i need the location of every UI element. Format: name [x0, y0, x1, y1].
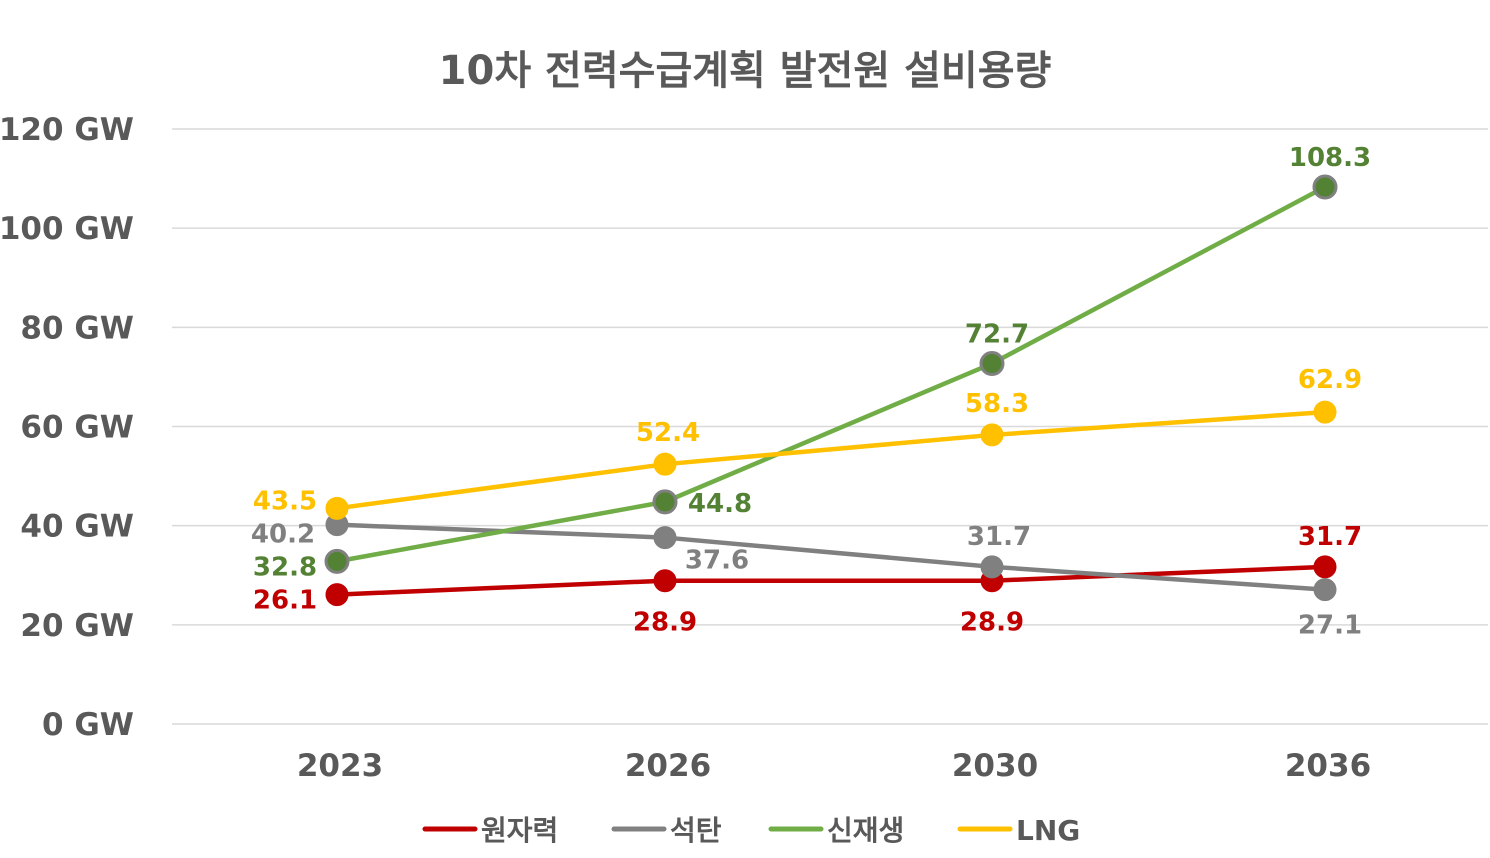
data-point: [980, 423, 1004, 447]
data-label: 43.5: [253, 486, 317, 516]
data-label: 72.7: [965, 320, 1029, 350]
y-tick-label: 120 GW: [0, 112, 134, 148]
data-point: [980, 555, 1004, 579]
x-tick-label: 2030: [952, 748, 1038, 784]
legend: 원자력 석탄 신재생 LNG: [422, 814, 1080, 847]
data-point: [652, 489, 678, 515]
data-label: 27.1: [1298, 611, 1362, 641]
series-line: [334, 409, 1328, 511]
data-label: 26.1: [253, 586, 317, 616]
data-label: 31.7: [967, 522, 1031, 552]
gridlines: [172, 128, 1488, 725]
legend-label: LNG: [1016, 814, 1080, 847]
x-axis-ticks: 2023 2026 2030 2036: [297, 748, 1371, 784]
data-point: [653, 452, 677, 476]
series-line: [334, 564, 1328, 597]
series-lines: [334, 184, 1328, 597]
data-label: 31.7: [1298, 522, 1362, 552]
data-point: [325, 583, 349, 607]
data-point: [1313, 578, 1337, 602]
legend-label: 신재생: [827, 814, 904, 847]
data-label: 108.3: [1289, 143, 1371, 173]
y-tick-label: 80 GW: [20, 310, 134, 346]
y-tick-label: 20 GW: [20, 608, 134, 644]
legend-label: 원자력: [481, 814, 558, 847]
data-point: [653, 569, 677, 593]
data-point: [1312, 174, 1338, 200]
data-label: 62.9: [1298, 365, 1362, 395]
legend-label: 석탄: [670, 814, 722, 847]
series-line: [334, 184, 1328, 564]
data-label: 28.9: [960, 608, 1024, 638]
data-point: [653, 526, 677, 550]
data-labels: 26.1 28.9 28.9 31.7 40.2 37.6 31.7 27.1 32.8 44.8…: [251, 143, 1371, 641]
data-label: 37.6: [685, 546, 749, 576]
data-point: [1313, 400, 1337, 424]
x-tick-label: 2026: [625, 748, 711, 784]
data-point: [1313, 555, 1337, 579]
data-label: 44.8: [688, 489, 752, 519]
data-point: [325, 496, 349, 520]
data-label: 40.2: [251, 520, 315, 550]
data-label: 52.4: [636, 418, 700, 448]
data-point: [324, 548, 350, 574]
y-tick-label: 40 GW: [20, 509, 134, 545]
y-tick-label: 0 GW: [42, 707, 134, 743]
y-tick-label: 60 GW: [20, 410, 134, 446]
y-tick-label: 100 GW: [0, 211, 134, 247]
series-markers: [324, 174, 1338, 607]
x-tick-label: 2036: [1285, 748, 1371, 784]
data-label: 58.3: [965, 389, 1029, 419]
data-label: 28.9: [633, 608, 697, 638]
data-label: 32.8: [253, 552, 317, 582]
x-tick-label: 2023: [297, 748, 383, 784]
chart-title: 10차 전력수급계획 발전원 설비용량: [439, 48, 1052, 94]
y-axis-ticks: 0 GW 20 GW 40 GW 60 GW 80 GW 100 GW 120 GW: [0, 112, 134, 743]
data-point: [979, 351, 1005, 377]
